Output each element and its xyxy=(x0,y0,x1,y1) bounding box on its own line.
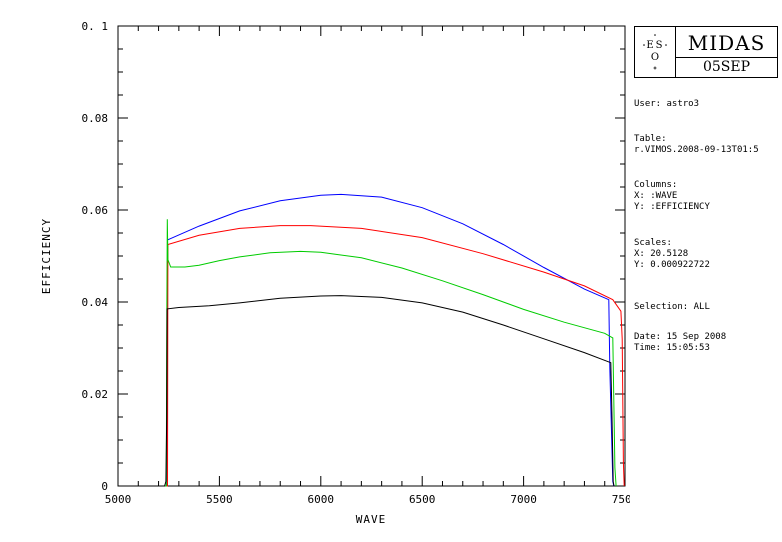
y-tick-label: 0.08 xyxy=(82,112,109,125)
datetime-info: Date: 15 Sep 2008 Time: 15:05:53 xyxy=(634,332,726,354)
table-value: r.VIMOS.2008-09-13T01:5 xyxy=(634,145,759,155)
table-info: Table: r.VIMOS.2008-09-13T01:5 xyxy=(634,134,759,156)
x-tick-label: 7000 xyxy=(510,493,537,506)
series-line-4 xyxy=(155,295,615,487)
series-line-3 xyxy=(158,219,617,487)
x-tick-label: 6500 xyxy=(409,493,436,506)
scales-info: Scales: X: 20.5128 Y: 0.000922722 xyxy=(634,238,710,271)
columns-label: Columns: xyxy=(634,180,678,190)
columns-x: X: :WAVE xyxy=(634,191,678,201)
x-tick-label: 6000 xyxy=(308,493,335,506)
eso-logo-icon: E S O xyxy=(643,34,667,70)
series-line-2 xyxy=(158,225,625,487)
eso-logo-letter-o: O xyxy=(651,52,659,63)
x-axis-title: WAVE xyxy=(356,513,387,526)
x-tick-label: 5000 xyxy=(105,493,132,506)
columns-y: Y: :EFFICIENCY xyxy=(634,202,710,212)
app-name: MIDAS xyxy=(676,29,777,58)
series-lines xyxy=(155,193,625,487)
eso-logo: E S O xyxy=(635,27,676,77)
date-line: Date: 15 Sep 2008 xyxy=(634,332,727,342)
y-axis-title: EFFICIENCY xyxy=(40,218,53,294)
y-tick-label: 0 xyxy=(101,480,108,493)
y-tick-label: 0.06 xyxy=(82,204,109,217)
y-tick-label: 0.02 xyxy=(82,388,109,401)
tick-marks xyxy=(117,25,626,487)
selection-info: Selection: ALL xyxy=(634,302,710,312)
y-tick-label: 0. 1 xyxy=(82,20,109,33)
y-tick-labels: 0 0.02 0.04 0.06 0.08 0. 1 xyxy=(82,20,109,493)
app-date: 05SEP xyxy=(702,59,751,75)
scales-x: X: 20.5128 xyxy=(634,249,689,259)
time-line: Time: 15:05:53 xyxy=(634,343,710,353)
eso-logo-letter-s: S xyxy=(656,40,663,51)
scales-label: Scales: xyxy=(634,238,672,248)
info-panel: E S O MIDAS 05SEP User: astro3 Table: r.… xyxy=(634,26,782,406)
y-tick-label: 0.04 xyxy=(82,296,109,309)
x-tick-label: 5500 xyxy=(206,493,233,506)
plot-frame xyxy=(117,25,626,487)
user-info: User: astro3 xyxy=(634,99,700,109)
columns-info: Columns: X: :WAVE Y: :EFFICIENCY xyxy=(634,180,710,213)
table-label: Table: xyxy=(634,134,667,144)
eso-logo-letter-e: E xyxy=(646,40,653,51)
header-box: E S O MIDAS 05SEP xyxy=(634,26,778,78)
series-line-1 xyxy=(158,193,615,487)
scales-y: Y: 0.000922722 xyxy=(634,260,710,270)
